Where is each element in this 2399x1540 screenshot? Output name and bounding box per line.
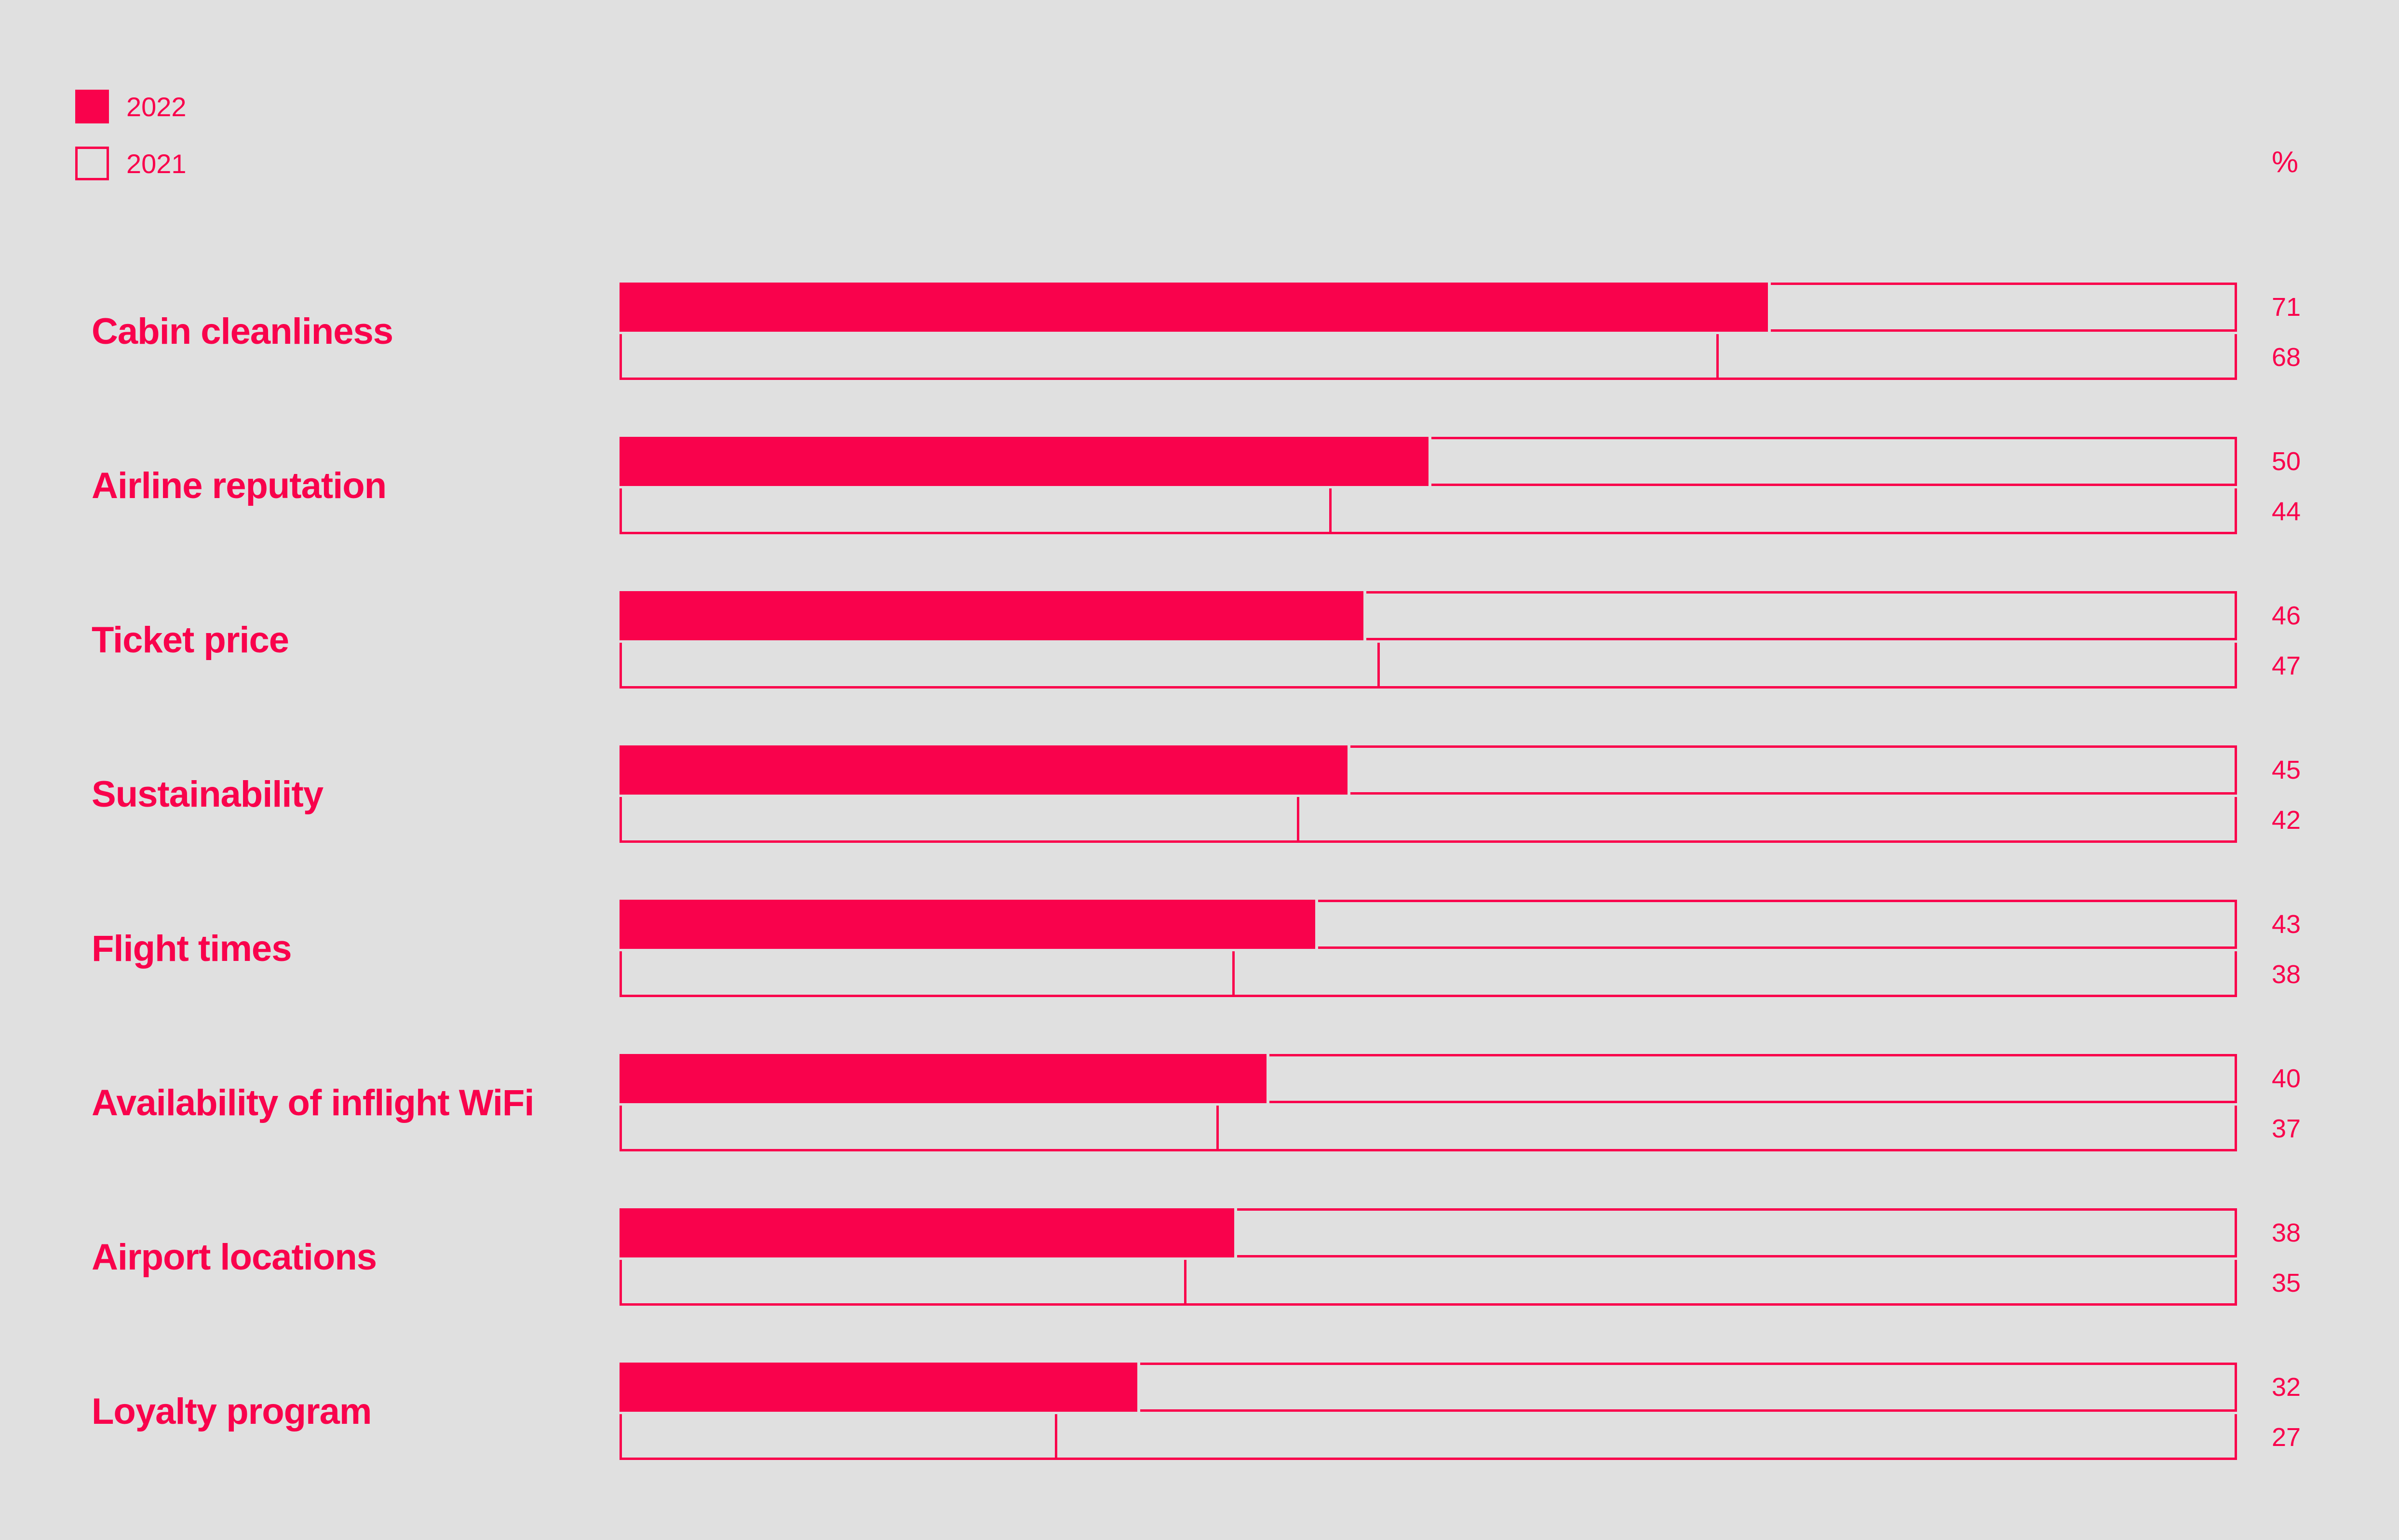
bar-2021-outlined-track bbox=[620, 1260, 2237, 1306]
bar-2022-track-remainder bbox=[1366, 591, 2237, 640]
value-label-2022: 32 bbox=[2272, 1373, 2301, 1402]
bar-2021-value-divider bbox=[1296, 797, 1299, 840]
value-label-2022: 50 bbox=[2272, 447, 2301, 476]
legend-swatch-2022-filled bbox=[75, 90, 109, 123]
value-labels: 71 68 bbox=[2272, 283, 2397, 380]
bar-2022-track-remainder bbox=[1140, 1363, 2237, 1412]
bar-2022-track-remainder bbox=[1237, 1208, 2237, 1257]
value-label-2021: 44 bbox=[2272, 497, 2301, 526]
value-label-2022: 71 bbox=[2272, 293, 2301, 322]
bar-2021-outlined-track bbox=[620, 1414, 2237, 1460]
bar-2022 bbox=[620, 1054, 2237, 1103]
value-labels: 46 47 bbox=[2272, 591, 2397, 689]
bar-group bbox=[620, 1363, 2237, 1460]
bar-2022 bbox=[620, 900, 2237, 949]
bar-2022-filled-segment bbox=[620, 1208, 1234, 1257]
bar-2021-value-divider bbox=[1232, 951, 1235, 995]
bar-group bbox=[620, 1054, 2237, 1151]
category-label: Flight times bbox=[92, 928, 292, 969]
legend-label-2022: 2022 bbox=[126, 91, 187, 122]
value-label-2021: 35 bbox=[2272, 1268, 2301, 1297]
bar-2021-value-divider bbox=[1184, 1260, 1186, 1303]
bar-2022-track-remainder bbox=[1431, 437, 2237, 486]
bar-2022-filled-segment bbox=[620, 437, 1429, 486]
percent-axis-label: % bbox=[2272, 146, 2299, 179]
legend-item-2021: 2021 bbox=[75, 147, 187, 180]
bar-group bbox=[620, 745, 2237, 843]
chart-row: Flight times 43 38 bbox=[0, 900, 2399, 997]
chart-row: Loyalty program 32 27 bbox=[0, 1363, 2399, 1460]
value-labels: 45 42 bbox=[2272, 745, 2397, 843]
bar-2022 bbox=[620, 283, 2237, 332]
bar-2022-track-remainder bbox=[1771, 283, 2237, 332]
bar-2022-track-remainder bbox=[1350, 745, 2237, 795]
bar-2022 bbox=[620, 437, 2237, 486]
category-label: Airport locations bbox=[92, 1236, 377, 1278]
bar-2022-filled-segment bbox=[620, 745, 1348, 795]
bar-2021-value-divider bbox=[1377, 643, 1380, 686]
legend-label-2021: 2021 bbox=[126, 148, 187, 179]
category-label: Airline reputation bbox=[92, 465, 387, 506]
value-label-2022: 40 bbox=[2272, 1064, 2301, 1093]
bar-2021-outlined-track bbox=[620, 951, 2237, 997]
value-label-2021: 37 bbox=[2272, 1114, 2301, 1143]
bar-2021-outlined-track bbox=[620, 1106, 2237, 1151]
value-label-2021: 38 bbox=[2272, 959, 2301, 989]
bar-group bbox=[620, 437, 2237, 534]
category-label: Loyalty program bbox=[92, 1391, 372, 1432]
bar-2021-outlined-track bbox=[620, 797, 2237, 843]
value-label-2021: 42 bbox=[2272, 805, 2301, 835]
bar-2022 bbox=[620, 1363, 2237, 1412]
category-label: Availability of inflight WiFi bbox=[92, 1082, 534, 1123]
bar-2021-value-divider bbox=[1716, 334, 1719, 378]
category-label: Sustainability bbox=[92, 773, 323, 815]
bar-2021-value-divider bbox=[1329, 488, 1332, 532]
bar-group bbox=[620, 1208, 2237, 1306]
bar-2022-filled-segment bbox=[620, 1054, 1267, 1103]
value-labels: 40 37 bbox=[2272, 1054, 2397, 1151]
value-label-2022: 38 bbox=[2272, 1218, 2301, 1247]
value-labels: 32 27 bbox=[2272, 1363, 2397, 1460]
bar-group bbox=[620, 591, 2237, 689]
bar-2022-filled-segment bbox=[620, 283, 1768, 332]
bar-2021-value-divider bbox=[1216, 1106, 1219, 1149]
value-label-2021: 27 bbox=[2272, 1422, 2301, 1452]
chart-row: Cabin cleanliness 71 68 bbox=[0, 283, 2399, 380]
chart-row: Airline reputation 50 44 bbox=[0, 437, 2399, 534]
chart-row: Ticket price 46 47 bbox=[0, 591, 2399, 689]
bar-2021-outlined-track bbox=[620, 488, 2237, 534]
bar-2022 bbox=[620, 591, 2237, 640]
bar-2021-value-divider bbox=[1055, 1414, 1058, 1458]
bar-2022-filled-segment bbox=[620, 591, 1364, 640]
value-labels: 43 38 bbox=[2272, 900, 2397, 997]
category-label: Cabin cleanliness bbox=[92, 311, 393, 352]
chart-row: Airport locations 38 35 bbox=[0, 1208, 2399, 1306]
value-labels: 50 44 bbox=[2272, 437, 2397, 534]
chart-row: Sustainability 45 42 bbox=[0, 745, 2399, 843]
bar-2022-track-remainder bbox=[1318, 900, 2237, 949]
value-labels: 38 35 bbox=[2272, 1208, 2397, 1306]
bar-2021-outlined-track bbox=[620, 334, 2237, 380]
bar-group bbox=[620, 900, 2237, 997]
legend-item-2022: 2022 bbox=[75, 90, 187, 123]
value-label-2021: 47 bbox=[2272, 651, 2301, 680]
value-label-2022: 43 bbox=[2272, 910, 2301, 939]
bar-2022-track-remainder bbox=[1269, 1054, 2237, 1103]
value-label-2021: 68 bbox=[2272, 342, 2301, 372]
legend-swatch-2021-outlined bbox=[75, 147, 109, 180]
value-label-2022: 45 bbox=[2272, 756, 2301, 784]
category-label: Ticket price bbox=[92, 619, 289, 661]
bar-2021-outlined-track bbox=[620, 643, 2237, 689]
bar-2022 bbox=[620, 1208, 2237, 1257]
bar-2022 bbox=[620, 745, 2237, 795]
chart-row: Availability of inflight WiFi 40 37 bbox=[0, 1054, 2399, 1151]
bar-2022-filled-segment bbox=[620, 1363, 1137, 1412]
bar-group bbox=[620, 283, 2237, 380]
bar-2022-filled-segment bbox=[620, 900, 1315, 949]
value-label-2022: 46 bbox=[2272, 601, 2301, 630]
